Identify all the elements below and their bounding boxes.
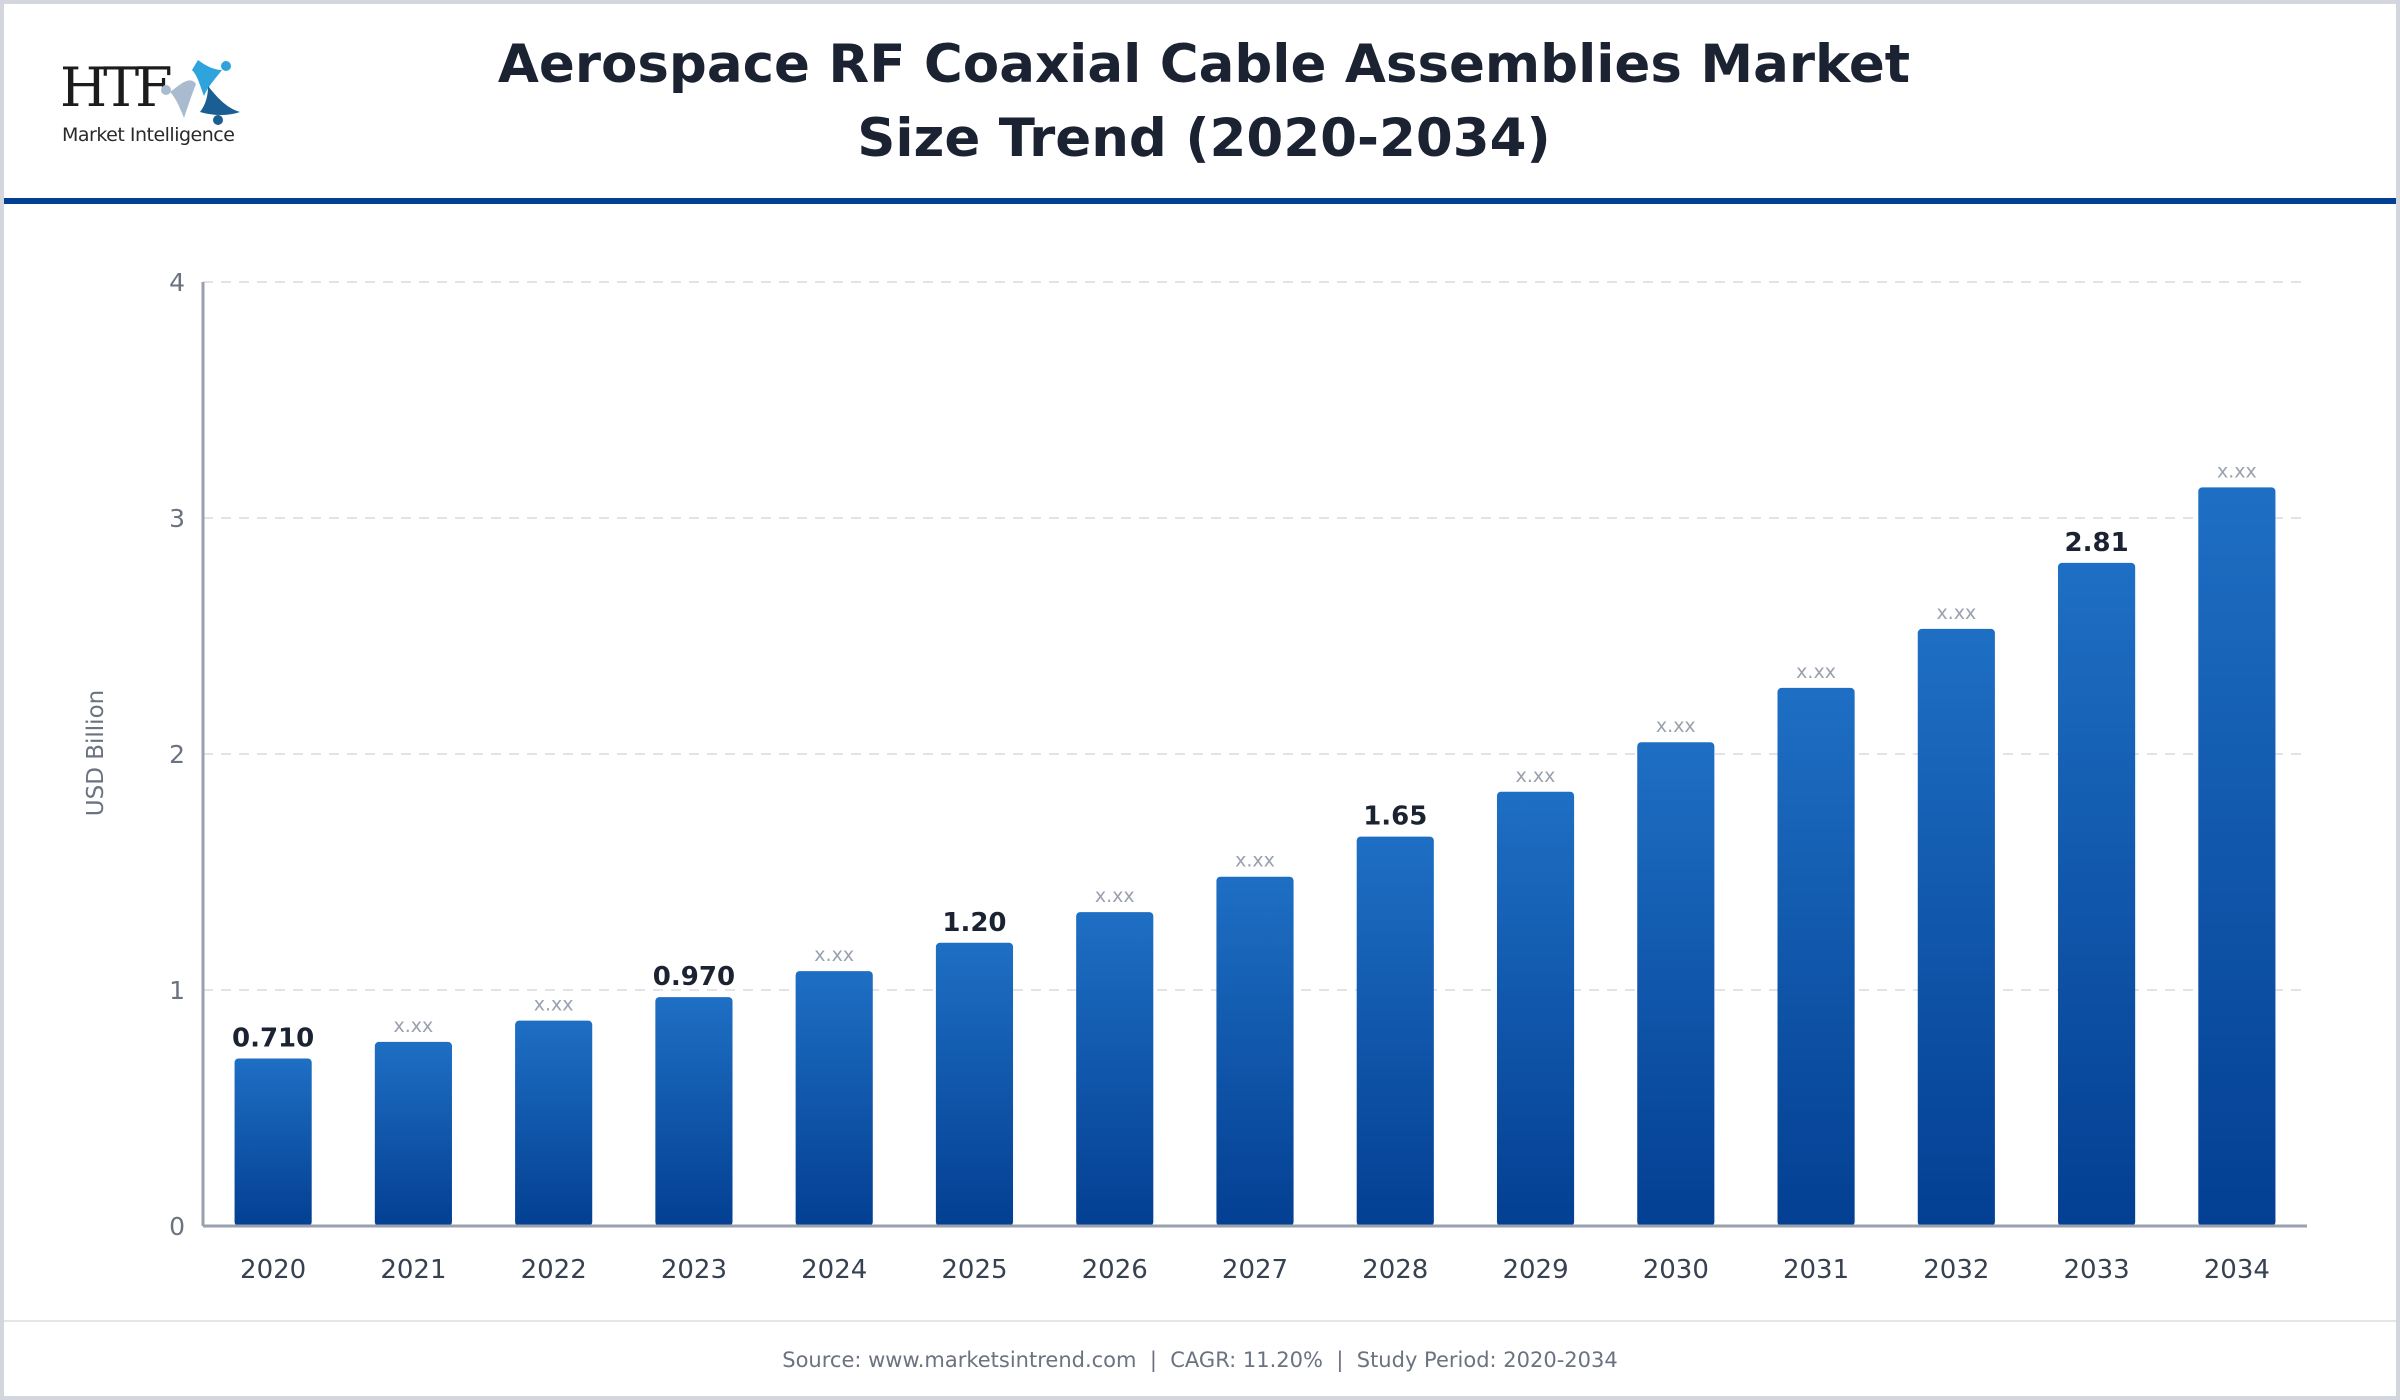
x-tick-label: 2023 (661, 1255, 727, 1285)
title-line-1: Aerospace RF Coaxial Cable Assemblies Ma… (497, 34, 1911, 95)
data-label: 1.65 (1363, 802, 1427, 832)
data-label: x.xx (2217, 460, 2257, 482)
bar-2026[interactable] (1076, 912, 1154, 1226)
y-tick-label: 4 (169, 268, 185, 297)
x-tick-label: 2031 (1783, 1255, 1849, 1285)
x-tick-label: 2032 (1923, 1255, 1989, 1285)
bar-2031[interactable] (1777, 687, 1855, 1226)
bars (234, 487, 2276, 1226)
data-label: x.xx (1796, 661, 1836, 683)
bar-2034[interactable] (2198, 487, 2276, 1226)
y-tick-label: 2 (169, 740, 185, 769)
data-label: 2.81 (2065, 528, 2129, 558)
logo-wordmark: HTF (60, 56, 173, 119)
data-label: x.xx (814, 944, 854, 966)
x-tick-label: 2020 (240, 1255, 306, 1285)
x-tick-label: 2030 (1643, 1255, 1709, 1285)
source-footer: Source: www.marketsintrend.com | CAGR: 1… (782, 1348, 1618, 1372)
x-tick-label: 2021 (380, 1255, 446, 1285)
bar-2029[interactable] (1496, 791, 1575, 1226)
bar-2032[interactable] (1917, 628, 1995, 1226)
chart-card: HTF Market Intelligence Aerospace RF Coa… (4, 4, 2396, 1396)
bar-2027[interactable] (1216, 876, 1294, 1226)
axes: 0 1 2 3 4 2020 2021 2022 2023 2024 2025 2026 2027 202… (169, 268, 2307, 1285)
x-tick-label: 2024 (801, 1255, 867, 1285)
x-tick-label: 2034 (2204, 1255, 2270, 1285)
x-tick-label: 2022 (521, 1255, 587, 1285)
data-label: 0.710 (232, 1023, 314, 1053)
bar-2022[interactable] (515, 1020, 593, 1226)
x-tick-label: 2033 (2064, 1255, 2130, 1285)
y-tick-label: 3 (169, 504, 185, 533)
bar-chart: 0 1 2 3 4 2020 2021 2022 2023 2024 2025 2026 2027 202… (83, 268, 2307, 1285)
bar-2020[interactable] (234, 1058, 312, 1226)
logo-figures-icon (161, 60, 240, 125)
data-label: x.xx (1656, 715, 1696, 737)
page-title: Aerospace RF Coaxial Cable Assemblies Ma… (304, 28, 2104, 176)
title-line-2: Size Trend (2020-2034) (857, 108, 1551, 169)
x-tick-label: 2028 (1362, 1255, 1428, 1285)
x-tick-label: 2026 (1082, 1255, 1148, 1285)
header-divider (4, 198, 2396, 204)
data-label: x.xx (1095, 885, 1135, 907)
y-tick-label: 0 (169, 1212, 185, 1241)
data-label: x.xx (534, 994, 574, 1016)
header: HTF Market Intelligence Aerospace RF Coa… (4, 4, 2396, 198)
data-label: 1.20 (942, 908, 1006, 938)
htf-logo: HTF Market Intelligence (60, 56, 240, 156)
x-tick-label: 2025 (941, 1255, 1007, 1285)
bar-2033[interactable] (2058, 562, 2136, 1226)
y-tick-label: 1 (169, 976, 185, 1005)
y-axis-title: USD Billion (83, 690, 109, 816)
bar-2030[interactable] (1637, 742, 1715, 1226)
data-label: x.xx (1235, 850, 1275, 872)
bar-2023[interactable] (655, 997, 733, 1226)
bar-2021[interactable] (374, 1041, 452, 1226)
data-labels: 0.710 x.xx x.xx 0.970 x.xx 1.20 x.xx x.xx 1.65 x.… (232, 460, 2257, 1053)
bar-2024[interactable] (795, 971, 873, 1226)
data-label: x.xx (1516, 765, 1556, 787)
x-tick-label: 2029 (1502, 1255, 1568, 1285)
x-tick-label: 2027 (1222, 1255, 1288, 1285)
data-label: 0.970 (653, 962, 735, 992)
data-label: x.xx (1936, 602, 1976, 624)
footer-divider (4, 1320, 2396, 1322)
logo-subtitle: Market Intelligence (62, 124, 235, 146)
data-label: x.xx (394, 1015, 434, 1037)
bar-2025[interactable] (935, 942, 1014, 1226)
bar-2028[interactable] (1356, 836, 1434, 1226)
